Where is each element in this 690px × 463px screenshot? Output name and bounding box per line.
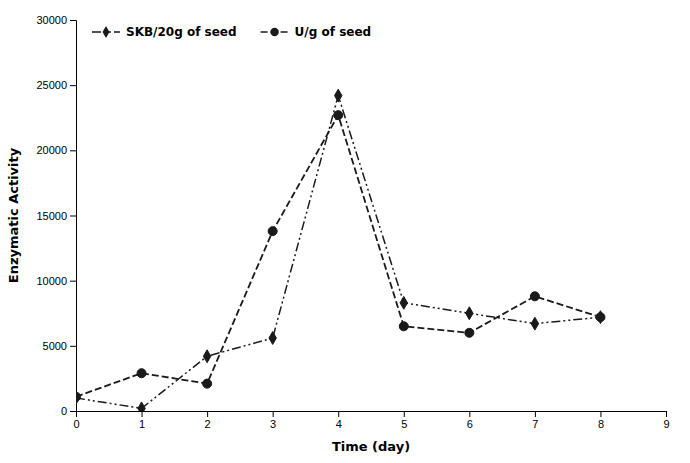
x-tick-label: 2 [205, 418, 211, 430]
x-tick: 2 [205, 411, 211, 430]
marker [399, 322, 408, 331]
x-tick-mark [535, 411, 536, 417]
line [76, 96, 600, 409]
x-tick: 7 [532, 411, 538, 430]
y-axis-domain [70, 21, 77, 412]
marker [203, 350, 210, 363]
y-tick-mark [70, 20, 76, 21]
x-tick-label: 5 [401, 418, 407, 430]
y-tick: 20000 [36, 144, 76, 156]
x-axis-domain [77, 412, 667, 418]
y-tick-mark [70, 346, 76, 347]
series [76, 89, 604, 411]
y-tick-mark [70, 150, 76, 151]
y-tick-mark [70, 411, 76, 412]
x-tick-mark [600, 411, 601, 417]
legend-item: U/g of seed [261, 25, 372, 39]
marker [400, 296, 407, 309]
marker [76, 392, 81, 401]
marks [76, 89, 605, 411]
marker [597, 311, 604, 324]
x-axis-title: Time (day) [332, 439, 410, 454]
legend-item: SKB/20g of seed [92, 25, 237, 39]
y-tick: 25000 [36, 79, 76, 91]
y-tick-label: 5000 [43, 340, 67, 352]
x-tick: 8 [598, 411, 604, 430]
x-tick: 9 [663, 411, 669, 430]
chart: 0 1 2 3 4 5 6 7 8 9 0 5000 10000 15000 20000 25000 30000… [0, 0, 690, 463]
x-tick-label: 1 [139, 418, 145, 430]
y-tick-label: 30000 [36, 14, 67, 26]
marker [466, 307, 473, 320]
marker [596, 313, 605, 322]
marker [203, 379, 212, 388]
y-tick-label: 20000 [36, 144, 67, 156]
y-tick: 30000 [36, 14, 76, 26]
y-tick-label: 25000 [36, 79, 67, 91]
marker [76, 392, 80, 405]
plot: 0 1 2 3 4 5 6 7 8 9 0 5000 10000 15000 20000 25000 30000… [36, 14, 669, 430]
y-tick-mark [70, 216, 76, 217]
series [76, 111, 605, 402]
x-tick-label: 8 [598, 418, 604, 430]
legend-symbol [270, 28, 278, 36]
y-tick-label: 15000 [36, 210, 67, 222]
x-tick: 1 [139, 411, 145, 430]
y-axis-title: Enzymatic Activity [6, 147, 21, 283]
marker [465, 328, 474, 337]
marker [334, 111, 343, 120]
marker [269, 332, 276, 345]
marker [531, 317, 538, 330]
legend-symbol [103, 26, 110, 38]
y-tick-mark [70, 281, 76, 282]
y-axis: 0 5000 10000 15000 20000 25000 30000 [36, 14, 76, 417]
marker [530, 292, 539, 301]
y-tick: 15000 [36, 210, 76, 222]
x-tick-mark [404, 411, 405, 417]
marker [335, 89, 342, 102]
x-tick-mark [142, 411, 143, 417]
y-tick: 5000 [43, 340, 76, 352]
x-tick-mark [666, 411, 667, 417]
y-tick: 10000 [36, 275, 76, 287]
legend: SKB/20g of seed U/g of seed [92, 25, 371, 39]
x-tick: 6 [467, 411, 473, 430]
x-tick-mark [207, 411, 208, 417]
x-tick: 0 [73, 411, 79, 430]
x-tick-mark [338, 411, 339, 417]
x-tick-label: 6 [467, 418, 473, 430]
x-tick-label: 7 [532, 418, 538, 430]
y-tick-label: 0 [61, 405, 67, 417]
x-tick-mark [469, 411, 470, 417]
x-tick-label: 9 [663, 418, 669, 430]
x-tick-mark [273, 411, 274, 417]
marker [137, 369, 146, 378]
y-tick: 0 [61, 405, 76, 417]
y-tick-mark [70, 85, 76, 86]
legend-label: SKB/20g of seed [126, 25, 237, 39]
x-tick-label: 4 [336, 418, 342, 430]
x-tick-label: 0 [73, 418, 79, 430]
x-axis: 0 1 2 3 4 5 6 7 8 9 [73, 411, 669, 430]
marker [268, 227, 277, 236]
marker [138, 402, 145, 411]
x-tick-label: 3 [270, 418, 276, 430]
legend-label: U/g of seed [295, 25, 372, 39]
y-tick-label: 10000 [36, 275, 67, 287]
x-tick: 4 [336, 411, 342, 430]
line [76, 115, 600, 397]
x-tick: 5 [401, 411, 407, 430]
x-tick: 3 [270, 411, 276, 430]
